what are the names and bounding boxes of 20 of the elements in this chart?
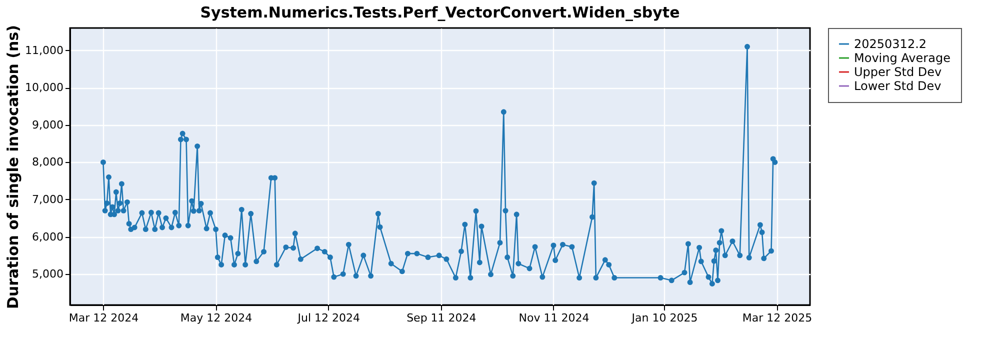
- x-tick-label: Nov 11 2024: [518, 312, 590, 324]
- legend-label: Upper Std Dev: [854, 65, 942, 79]
- y-tick-label: 11,000: [25, 44, 64, 57]
- x-tick-label: Mar 12 2024: [68, 312, 139, 324]
- x-tick-label: May 12 2024: [180, 312, 252, 324]
- y-tick-label: 5,000: [32, 268, 64, 281]
- y-tick-label: 9,000: [32, 118, 64, 132]
- y-tick-label: 7,000: [32, 192, 64, 206]
- y-tick-label: 6,000: [32, 230, 64, 244]
- legend-label: Moving Average: [854, 51, 950, 65]
- x-tick-label: Sep 11 2024: [406, 312, 476, 324]
- chart-title: System.Numerics.Tests.Perf_VectorConvert.Widen_sbyte: [200, 4, 680, 22]
- x-tick-label: Jan 10 2025: [630, 312, 698, 324]
- x-tick-label: Mar 12 2025: [742, 312, 812, 324]
- y-tick-label: 8,000: [32, 156, 64, 169]
- x-tick-label: Jul 12 2024: [296, 312, 360, 324]
- y-axis-title: Duration of single invocation (ns): [4, 25, 22, 309]
- legend-label: 20250312.2: [854, 37, 927, 51]
- y-tick-label: 10,000: [25, 81, 64, 94]
- legend-label: Lower Std Dev: [854, 79, 942, 93]
